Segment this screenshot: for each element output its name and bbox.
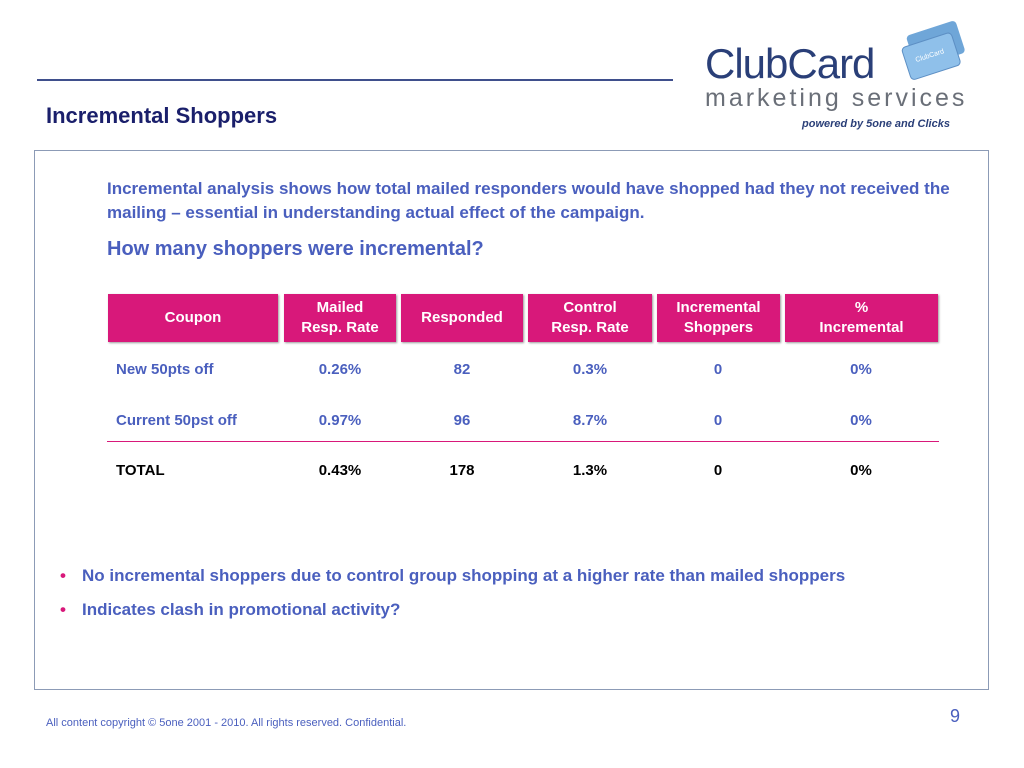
bullet-item: No incremental shoppers due to control g… xyxy=(58,566,845,586)
table-cell: 0 xyxy=(713,412,723,429)
table-cell: 0% xyxy=(850,462,872,479)
table-cell: 0 xyxy=(713,361,723,378)
header-percent-incremental: % Incremental xyxy=(785,294,938,342)
copyright-footer: All content copyright © 5one 2001 - 2010… xyxy=(46,717,407,729)
logo-subtitle: marketing services xyxy=(705,84,968,112)
header-rule xyxy=(37,79,673,81)
table-cell: New 50pts off xyxy=(116,361,214,378)
table-cell: 0% xyxy=(850,412,872,429)
content-frame xyxy=(34,150,989,690)
table-cell: 0.3% xyxy=(572,361,608,378)
table-cell: 0 xyxy=(713,462,723,479)
table-cell: 8.7% xyxy=(572,412,608,429)
header-mailed-resp-rate: Mailed Resp. Rate xyxy=(284,294,396,342)
question-heading: How many shoppers were incremental? xyxy=(107,238,484,260)
header-responded: Responded xyxy=(401,294,523,342)
table-cell: 1.3% xyxy=(572,462,608,479)
table-cell: 0.97% xyxy=(318,412,362,429)
logo-powered-by: powered by 5one and Clicks xyxy=(802,118,950,130)
bullet-item: Indicates clash in promotional activity? xyxy=(58,600,845,620)
table-cell: 82 xyxy=(453,361,471,378)
table-cell: 178 xyxy=(449,462,475,479)
cards-icon: ClubCard xyxy=(901,21,965,80)
page-number: 9 xyxy=(950,706,961,726)
header-coupon: Coupon xyxy=(108,294,278,342)
clubcard-logo: ClubCard ClubCard marketing services pow… xyxy=(690,18,990,130)
intro-text: Incremental analysis shows how total mai… xyxy=(107,179,950,222)
table-cell: 0% xyxy=(850,361,872,378)
table-cell: 0.26% xyxy=(318,361,362,378)
table-cell: 96 xyxy=(453,412,471,429)
page-title: Incremental Shoppers xyxy=(46,103,278,128)
header-control-resp-rate: Control Resp. Rate xyxy=(528,294,652,342)
logo-wordmark: ClubCard xyxy=(705,40,875,87)
table-cell: TOTAL xyxy=(116,462,165,479)
total-separator xyxy=(107,441,939,442)
bullet-list: No incremental shoppers due to control g… xyxy=(58,566,845,634)
table-cell: Current 50pst off xyxy=(116,412,237,429)
table-cell: 0.43% xyxy=(318,462,362,479)
header-incremental-shoppers: Incremental Shoppers xyxy=(657,294,780,342)
